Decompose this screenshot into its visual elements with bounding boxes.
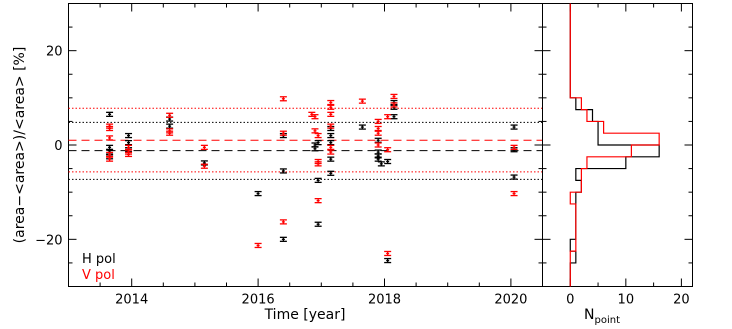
data-point <box>254 190 262 197</box>
data-point <box>314 132 322 139</box>
main-panel: 2014 2016 2018 2020 −20 0 20 Time [year] (area… <box>12 3 543 323</box>
data-point <box>327 99 335 106</box>
side-panel: 0 10 20 Npoint <box>542 3 693 326</box>
data-point <box>384 158 392 165</box>
y-tick-label: 0 <box>54 139 62 154</box>
histogram-step <box>569 3 660 287</box>
data-point <box>125 139 133 146</box>
data-point <box>384 114 392 120</box>
data-point <box>374 142 382 148</box>
data-point <box>374 137 382 143</box>
data-point <box>327 144 335 151</box>
data-point <box>279 96 287 102</box>
data-point <box>311 128 319 134</box>
data-point <box>510 144 518 151</box>
data-point <box>279 219 287 225</box>
side-x-tick-label: 0 <box>566 293 574 308</box>
data-point <box>106 156 114 162</box>
data-point <box>311 146 319 152</box>
data-point <box>390 114 398 120</box>
data-point <box>106 135 114 141</box>
data-point <box>377 161 385 167</box>
data-point <box>358 124 366 130</box>
data-point <box>327 156 335 162</box>
data-point <box>327 149 335 155</box>
data-point <box>106 125 114 132</box>
data-points <box>106 93 518 264</box>
data-point <box>166 123 174 129</box>
side-tick-labels: 0 10 20 <box>566 293 690 308</box>
data-point <box>327 139 335 146</box>
data-point <box>374 130 382 136</box>
legend-h-pol: H pol <box>82 252 116 267</box>
x-tick-label: 2018 <box>368 293 401 308</box>
main-plot-frame <box>68 3 543 287</box>
y-tick-label: −20 <box>35 233 62 248</box>
data-point <box>279 168 287 174</box>
data-point <box>166 130 174 136</box>
side-x-axis-label-subscript: point <box>594 315 620 326</box>
histograms <box>569 3 660 287</box>
data-point <box>125 151 133 158</box>
data-point <box>125 132 133 139</box>
data-point <box>166 112 174 118</box>
data-point <box>314 198 322 204</box>
data-point <box>279 130 287 136</box>
data-point <box>314 221 322 227</box>
data-point <box>327 104 335 110</box>
data-point <box>327 123 335 129</box>
side-x-tick-label: 20 <box>673 293 690 308</box>
data-point <box>384 147 392 153</box>
data-point <box>327 170 335 176</box>
data-point <box>200 163 208 169</box>
data-point <box>374 156 382 162</box>
data-point <box>510 174 518 180</box>
side-x-axis-label: Npoint <box>584 307 620 326</box>
main-ticks <box>68 3 543 287</box>
y-tick-label: 20 <box>46 45 63 60</box>
data-point <box>510 190 518 197</box>
data-point <box>279 236 287 242</box>
data-point <box>314 161 322 167</box>
data-point <box>106 111 114 117</box>
data-point <box>314 177 322 184</box>
x-tick-label: 2016 <box>242 293 275 308</box>
data-point <box>390 93 398 100</box>
x-tick-label: 2020 <box>494 293 527 308</box>
data-point <box>384 257 392 264</box>
x-tick-label: 2014 <box>115 293 148 308</box>
data-point <box>314 139 322 146</box>
data-point <box>254 242 262 249</box>
data-point <box>311 114 319 120</box>
x-axis-label: Time [year] <box>264 307 346 323</box>
data-point <box>200 144 208 151</box>
data-point <box>374 118 382 125</box>
data-point <box>106 151 114 158</box>
data-point <box>510 124 518 130</box>
y-axis-label: (area−<area>)/<area> [%] <box>12 47 28 244</box>
main-tick-labels: 2014 2016 2018 2020 −20 0 20 <box>35 45 527 308</box>
data-point <box>384 250 392 257</box>
data-point <box>390 102 398 108</box>
data-point <box>106 144 114 151</box>
legend-v-pol: V pol <box>82 268 115 283</box>
data-point <box>327 111 335 117</box>
side-x-tick-label: 10 <box>618 293 635 308</box>
data-point <box>358 98 366 104</box>
data-point <box>374 125 382 132</box>
reference-lines <box>68 107 543 180</box>
data-point <box>327 132 335 139</box>
data-point <box>125 144 133 151</box>
